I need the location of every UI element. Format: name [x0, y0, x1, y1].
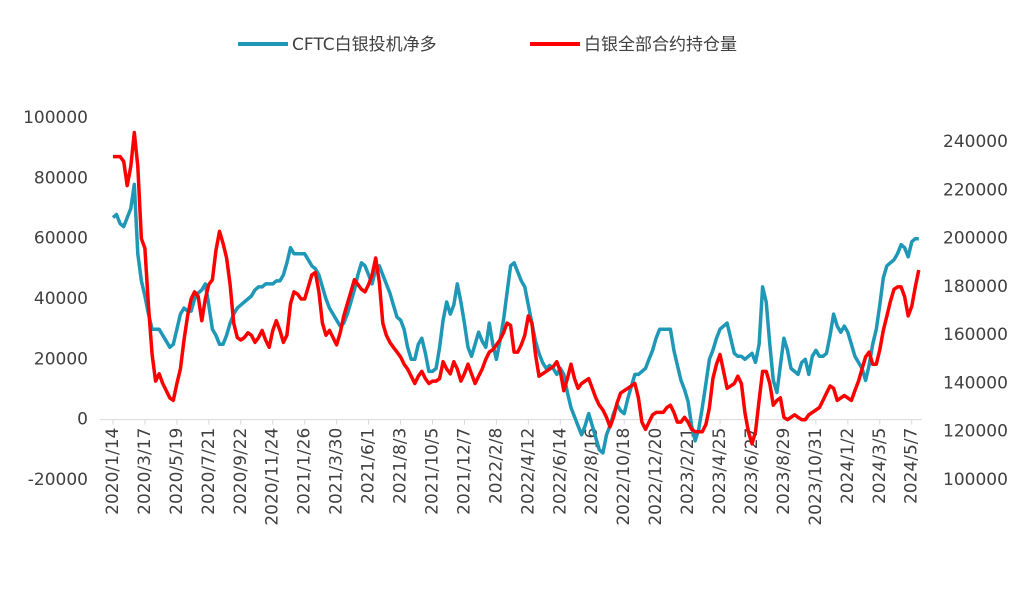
- x-tick-label: 2022/2/8: [486, 428, 506, 504]
- y2-tick-label: 200000: [943, 229, 1008, 249]
- y-tick-label: 20000: [34, 349, 88, 369]
- x-tick-label: 2020/9/22: [231, 428, 251, 515]
- x-tick-label: 2021/12/7: [454, 428, 474, 515]
- x-tick-label: 2022/12/20: [646, 428, 666, 526]
- x-tick-label: 2021/10/5: [423, 428, 443, 515]
- x-tick-label: 2020/1/14: [103, 428, 123, 515]
- x-tick-label: 2020/7/21: [199, 428, 219, 515]
- x-tick-label: 2020/3/17: [135, 428, 155, 515]
- y-tick-label: 40000: [34, 289, 88, 309]
- x-tick-label: 2021/1/26: [295, 428, 315, 515]
- legend-label: 白银全部合约持仓量: [584, 35, 737, 55]
- y2-tick-label: 240000: [943, 132, 1008, 152]
- series-line: [113, 130, 921, 446]
- x-tick-label: 2022/10/18: [614, 428, 634, 526]
- x-tick-label: 2022/8/16: [582, 428, 602, 515]
- series-line: [111, 182, 919, 455]
- y2-tick-label: 100000: [943, 470, 1008, 490]
- y-tick-label: 60000: [34, 229, 88, 249]
- y2-tick-label: 140000: [943, 373, 1008, 393]
- x-tick-label: 2022/6/14: [550, 428, 570, 515]
- x-tick-label: 2024/3/5: [870, 428, 890, 504]
- y-tick-label: 0: [77, 410, 88, 430]
- y2-tick-label: 180000: [943, 277, 1008, 297]
- y-tick-label: 100000: [23, 108, 88, 128]
- y-tick-label: -20000: [28, 470, 88, 490]
- y2-tick-label: 120000: [943, 422, 1008, 442]
- x-tick-label: 2023/8/29: [774, 428, 794, 515]
- x-tick-label: 2020/5/19: [167, 428, 187, 515]
- x-tick-label: 2022/4/12: [518, 428, 538, 515]
- y2-tick-label: 220000: [943, 180, 1008, 200]
- x-tick-label: 2023/4/25: [710, 428, 730, 515]
- x-tick-label: 2021/6/1: [359, 428, 379, 504]
- y2-tick-label: 160000: [943, 325, 1008, 345]
- x-tick-label: 2023/6/27: [742, 428, 762, 515]
- x-tick-label: 2023/2/21: [678, 428, 698, 515]
- x-tick-label: 2024/1/2: [838, 428, 858, 504]
- x-tick-label: 2023/10/31: [806, 428, 826, 526]
- x-tick-label: 2021/8/3: [391, 428, 411, 504]
- x-tick-label: 2024/5/7: [902, 428, 922, 504]
- x-tick-label: 2021/3/30: [327, 428, 347, 515]
- y-tick-label: 80000: [34, 168, 88, 188]
- legend-label: CFTC白银投机净多: [292, 35, 437, 55]
- x-tick-label: 2020/11/24: [263, 428, 283, 526]
